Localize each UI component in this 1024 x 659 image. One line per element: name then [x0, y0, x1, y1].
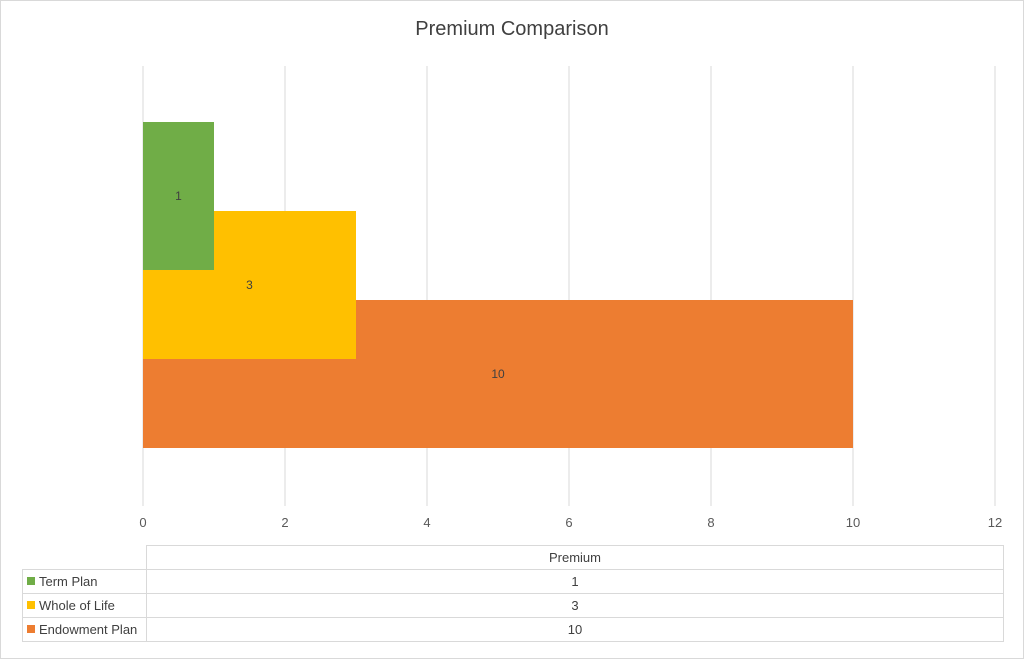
- row-label-term-plan: Term Plan: [39, 574, 98, 589]
- row-label-whole-of-life: Whole of Life: [39, 598, 115, 613]
- legend-key-whole-of-life: [27, 601, 35, 609]
- row-value-whole-of-life: 3: [146, 593, 1004, 618]
- bar-term-plan: [143, 122, 214, 270]
- data-label: 3: [246, 278, 253, 292]
- row-value-term-plan: 1: [146, 569, 1004, 594]
- x-tick-label: 10: [846, 515, 860, 530]
- data-label: 10: [491, 367, 505, 381]
- legend-key-endowment-plan: [27, 625, 35, 633]
- x-tick-label: 2: [281, 515, 288, 530]
- data-table-row: Whole of Life 3: [22, 593, 1004, 618]
- x-tick-label: 4: [423, 515, 430, 530]
- row-value-endowment-plan: 10: [146, 617, 1004, 642]
- plot-area: 1 3 10 0 2 4 6 8 10 12: [139, 66, 1002, 530]
- chart-title: Premium Comparison: [415, 18, 609, 40]
- data-table-row: Endowment Plan 10: [22, 617, 1004, 642]
- data-table-header-row: Premium: [22, 545, 1004, 570]
- legend-key-term-plan: [27, 577, 35, 585]
- data-label: 1: [175, 189, 182, 203]
- row-label-endowment-plan: Endowment Plan: [39, 622, 138, 637]
- x-tick-label: 8: [707, 515, 714, 530]
- x-tick-label: 0: [139, 515, 146, 530]
- data-table: Premium Term Plan 1 Whole of Life 3 Endo…: [22, 545, 1004, 642]
- data-table-series-header: Premium: [146, 545, 1004, 570]
- data-table-row: Term Plan 1: [22, 569, 1004, 594]
- x-tick-label: 12: [988, 515, 1002, 530]
- x-tick-label: 6: [565, 515, 572, 530]
